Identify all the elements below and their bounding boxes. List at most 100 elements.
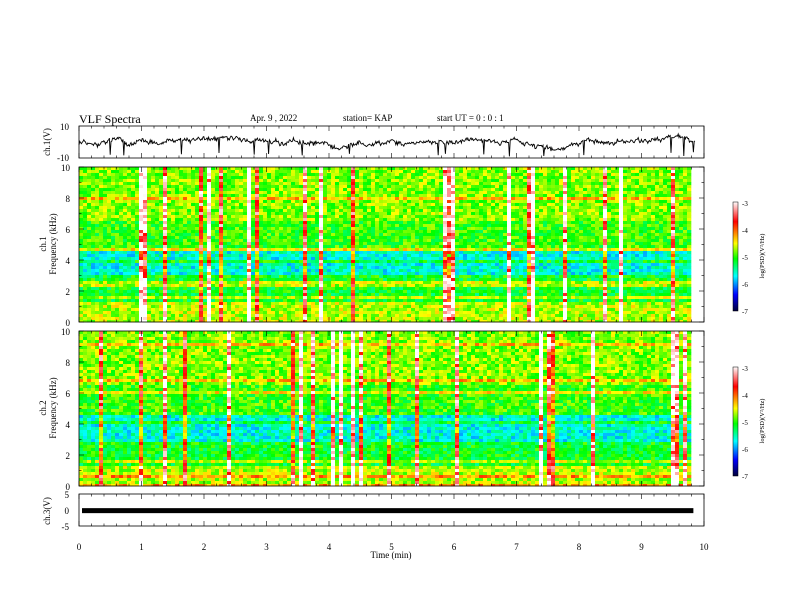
spectrogram-cell <box>367 230 372 234</box>
spectrogram-cell <box>451 266 456 270</box>
spectrogram-cell <box>403 299 408 303</box>
spectrogram-cell <box>151 260 156 264</box>
spectrogram-cell <box>451 215 456 219</box>
spectrogram-cell <box>403 212 408 216</box>
spectrogram-cell <box>211 251 216 255</box>
spectrogram-cell <box>123 269 128 273</box>
spectrogram-cell <box>83 227 88 231</box>
spectrogram-cell <box>227 239 232 243</box>
spectrogram-cell <box>111 170 116 174</box>
spectrogram-cell <box>363 257 368 261</box>
spectrogram-cell <box>351 212 356 216</box>
spectrogram-cell <box>443 272 448 276</box>
spectrogram-cell <box>171 224 176 228</box>
spectrogram-cell <box>295 293 300 297</box>
spectrogram-cell <box>223 284 228 288</box>
spectrogram-cell <box>351 188 356 192</box>
spectrogram-cell <box>459 170 464 174</box>
spectrogram-cell <box>155 218 160 222</box>
spectrogram-cell <box>439 182 444 186</box>
spectrogram-cell <box>291 194 296 198</box>
spectrogram-cell <box>451 287 456 291</box>
spectrogram-cell <box>287 167 292 171</box>
spectrogram-cell <box>439 173 444 177</box>
spectrogram-cell <box>339 239 344 243</box>
spectrogram-cell <box>371 230 376 234</box>
spectrogram-cell <box>195 260 200 264</box>
spectrogram-cell <box>111 254 116 258</box>
spectrogram-cell <box>319 305 324 309</box>
spectrogram-cell <box>123 305 128 309</box>
spectrogram-cell <box>143 230 148 234</box>
spectrogram-cell <box>303 305 308 309</box>
spectrogram-cell <box>115 182 120 186</box>
spectrogram-cell <box>263 242 268 246</box>
spectrogram-cell <box>375 206 380 210</box>
spectrogram-cell <box>299 263 304 267</box>
spectrogram-cell <box>91 293 96 297</box>
spectrogram-cell <box>399 191 404 195</box>
spectrogram-cell <box>327 230 332 234</box>
spectrogram-cell <box>239 317 244 321</box>
spectrogram-cell <box>175 230 180 234</box>
start-time-label: start UT = 0 : 0 : 1 <box>437 113 504 123</box>
spectrogram-cell <box>295 248 300 252</box>
spectrogram-cell <box>295 182 300 186</box>
spectrogram-cell <box>367 308 372 312</box>
spectrogram-cell <box>179 314 184 318</box>
spectrogram-cell <box>227 236 232 240</box>
spectrogram-cell <box>99 320 104 323</box>
spectrogram-cell <box>227 311 232 315</box>
spectrogram-cell <box>455 218 460 222</box>
spectrogram-cell <box>455 278 460 282</box>
spectrogram-cell <box>367 215 372 219</box>
spectrogram-cell <box>411 278 416 282</box>
spectrogram-cell <box>187 209 192 213</box>
spectrogram-cell <box>419 320 424 323</box>
spectrogram-cell <box>283 299 288 303</box>
spectrogram-cell <box>323 290 328 294</box>
spectrogram-cell <box>207 278 212 282</box>
spectrogram-cell <box>171 311 176 315</box>
spectrogram-cell <box>195 269 200 273</box>
spectrogram-cell <box>395 263 400 267</box>
spectrogram-cell <box>239 221 244 225</box>
spectrogram-cell <box>283 176 288 180</box>
spectrogram-cell <box>279 320 284 323</box>
spectrogram-cell <box>399 236 404 240</box>
spectrogram-cell <box>255 203 260 207</box>
spectrogram-cell <box>87 218 92 222</box>
spectrogram-cell <box>91 269 96 273</box>
spectrogram-cell <box>359 311 364 315</box>
spectrogram-cell <box>211 188 216 192</box>
spectrogram-cell <box>447 167 452 171</box>
spectrogram-cell <box>395 179 400 183</box>
spectrogram-cell <box>295 200 300 204</box>
spectrogram-cell <box>175 266 180 270</box>
spectrogram-cell <box>311 185 316 189</box>
spectrogram-cell <box>171 302 176 306</box>
spectrogram-cell <box>299 194 304 198</box>
spectrogram-cell <box>415 167 420 171</box>
spectrogram-cell <box>247 281 252 285</box>
spectrogram-cell <box>87 182 92 186</box>
spectrogram-cell <box>159 236 164 240</box>
spectrogram-cell <box>427 173 432 177</box>
spectrogram-cell <box>187 257 192 261</box>
spectrogram-cell <box>119 293 124 297</box>
spectrogram-cell <box>439 296 444 300</box>
spectrogram-cell <box>311 314 316 318</box>
spectrogram-cell <box>119 320 124 323</box>
spectrogram-cell <box>171 182 176 186</box>
spectrogram-cell <box>207 263 212 267</box>
spectrogram-cell <box>151 287 156 291</box>
spectrogram-cell <box>215 290 220 294</box>
spectrogram-cell <box>111 185 116 189</box>
spectrogram-cell <box>307 167 312 171</box>
spectrogram-cell <box>251 251 256 255</box>
spectrogram-cell <box>311 305 316 309</box>
spectrogram-cell <box>367 209 372 213</box>
spectrogram-cell <box>427 311 432 315</box>
spectrogram-cell <box>371 248 376 252</box>
spectrogram-cell <box>83 299 88 303</box>
